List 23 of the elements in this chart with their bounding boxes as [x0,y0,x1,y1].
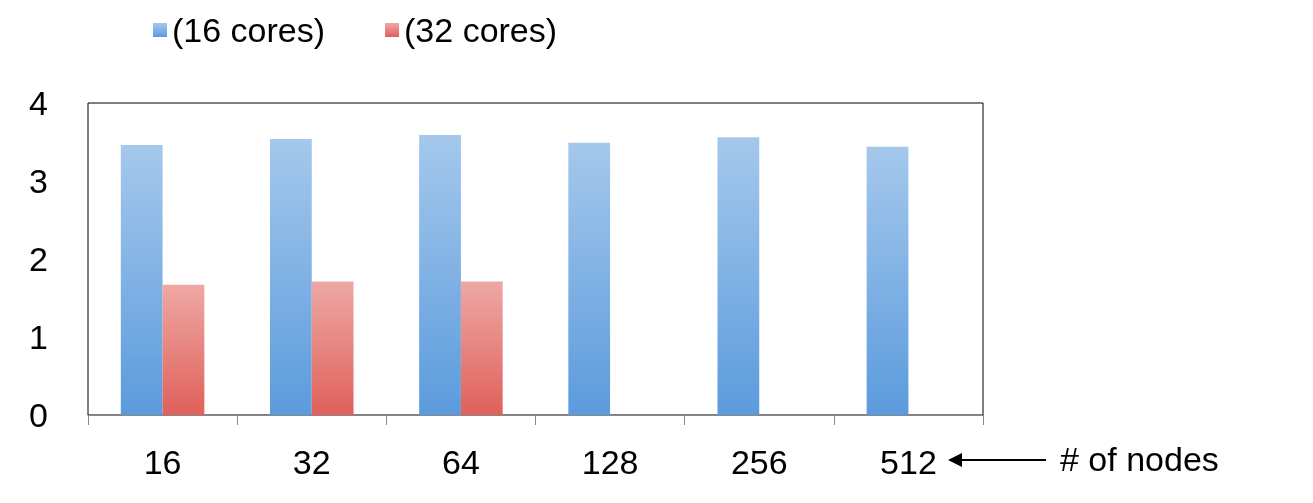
bar [717,137,760,415]
y-tick-label: 2 [29,240,48,278]
y-tick-label: 1 [29,318,48,356]
x-tick-label: 256 [730,443,788,481]
bar [568,142,611,415]
bar [162,284,205,415]
bar [866,146,909,415]
bar [120,145,163,415]
text: # of nodes [1060,440,1219,479]
y-tick-label: 3 [29,162,48,200]
x-tick-label: 32 [292,443,331,481]
bar [460,281,503,415]
y-tick-label: 0 [29,396,48,434]
bar [311,281,354,415]
x-tick-label: 512 [880,443,937,481]
legend-label: (32 cores) [404,11,558,49]
y-tick-label: 4 [29,84,48,122]
bar [419,134,461,415]
x-tick-label: 16 [143,443,182,481]
bar [269,138,312,415]
legend-label: (16 cores) [172,11,326,49]
x-tick-label: 64 [442,443,480,481]
x-tick-label: 128 [581,443,639,481]
